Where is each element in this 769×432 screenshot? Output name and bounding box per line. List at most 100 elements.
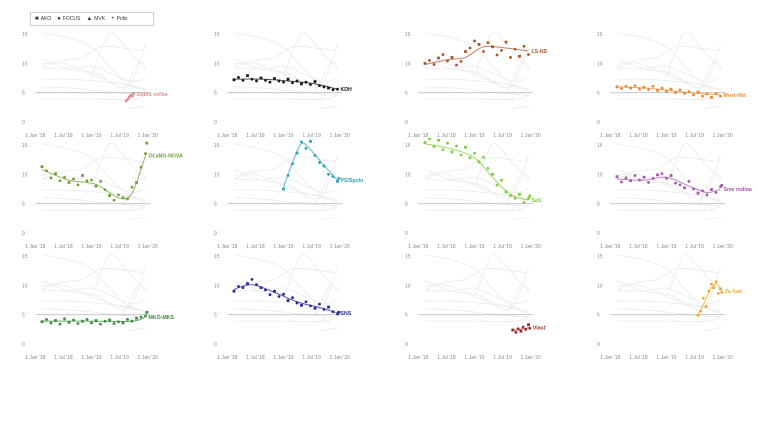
y-tick-label: 10	[22, 283, 28, 289]
background-trend-line	[317, 204, 327, 213]
y-tick-label: 5	[22, 91, 25, 97]
data-point	[309, 83, 312, 86]
x-tick-label: 1 Jan '19	[81, 244, 101, 250]
data-point	[696, 191, 700, 195]
data-point	[528, 326, 532, 330]
background-trend-line	[424, 65, 529, 82]
data-point	[295, 301, 299, 305]
x-tick-label: 1 Jul '18	[54, 133, 73, 139]
x-tick-label: 1 Jul '19	[493, 355, 512, 361]
x-tick-label: 1 Jan '18	[217, 133, 237, 139]
background-trend-line	[233, 300, 338, 312]
background-trend-line	[505, 61, 531, 93]
background-trend-line	[700, 204, 710, 213]
background-trend-line	[617, 316, 721, 322]
data-point	[85, 179, 89, 183]
background-trend-line	[616, 254, 721, 312]
y-tick-label: 0	[597, 120, 600, 126]
data-point	[468, 46, 472, 50]
y-tick-label: 5	[22, 313, 25, 319]
data-point	[527, 197, 530, 200]
series-label: PS/Spolu	[341, 178, 364, 184]
data-point	[712, 286, 716, 290]
series-label: SaS	[532, 198, 542, 204]
data-point	[521, 325, 525, 329]
background-trend-line	[233, 254, 338, 312]
x-tick-label: 1 Jul '18	[437, 244, 456, 250]
background-trend-line	[41, 143, 146, 201]
data-point	[58, 179, 62, 183]
data-point	[522, 201, 526, 204]
y-tick-label: 5	[597, 313, 600, 319]
legend-item: ● FOCUS	[57, 16, 80, 22]
data-point	[250, 278, 254, 281]
y-tick-label: 0	[22, 342, 25, 348]
data-point	[277, 79, 281, 83]
x-tick-label: 1 Jan '18	[600, 133, 620, 139]
data-point	[482, 155, 485, 159]
y-tick-label: 0	[597, 342, 600, 348]
data-point	[99, 179, 102, 183]
background-trend-line	[234, 316, 338, 322]
y-tick-label: 5	[405, 313, 408, 319]
data-point	[232, 289, 236, 293]
y-tick-label: 0	[405, 342, 408, 348]
data-point	[85, 318, 89, 321]
data-point	[331, 175, 335, 179]
data-point	[304, 300, 308, 304]
data-point	[719, 94, 722, 98]
background-trend-line	[129, 327, 147, 332]
data-point	[286, 77, 290, 81]
data-point	[255, 283, 258, 287]
legend-symbol: ▲	[86, 16, 93, 22]
y-tick-label: 10	[405, 283, 411, 289]
data-point	[327, 305, 330, 309]
data-point	[112, 198, 116, 202]
x-tick-label: 1 Jan '19	[656, 355, 676, 361]
data-point	[144, 152, 147, 156]
x-tick-label: 1 Jul '19	[110, 355, 129, 361]
background-trend-line	[321, 216, 339, 221]
background-trend-line	[424, 308, 529, 318]
panel-6: 0 5 10 15 1 Jan '18 1 Jul '18 1 Jan '19 1 Jul '…	[214, 139, 364, 250]
data-point	[683, 91, 686, 95]
y-tick-label: 0	[22, 231, 25, 237]
panel-2: 0 5 10 15 1 Jan '18 1 Jul '18 1 Jan '19 1 Jul '…	[214, 31, 352, 139]
x-tick-label: 1 Jul '19	[685, 355, 704, 361]
data-point	[660, 172, 664, 176]
x-tick-label: 1 Jan '20	[330, 133, 350, 139]
data-point	[277, 295, 281, 298]
panel-8: 0 5 10 15 1 Jan '18 1 Jul '18 1 Jan '19 1 Jul '…	[597, 142, 752, 250]
data-point	[237, 76, 240, 79]
legend-item: ▲ MVK	[86, 16, 105, 22]
x-tick-label: 1 Jan '20	[521, 355, 541, 361]
data-point	[491, 172, 494, 176]
data-point	[437, 138, 440, 142]
background-trend-line	[424, 176, 529, 193]
background-trend-line	[512, 216, 530, 221]
data-point	[112, 322, 116, 325]
data-point	[437, 56, 440, 60]
data-point	[642, 86, 646, 89]
x-tick-label: 1 Jul '19	[302, 244, 321, 250]
data-point	[519, 329, 523, 333]
data-point	[259, 286, 263, 290]
x-tick-label: 1 Jan '18	[408, 355, 428, 361]
data-point	[629, 179, 632, 183]
background-trend-line	[41, 176, 146, 193]
data-point	[705, 193, 709, 197]
data-point	[282, 80, 285, 84]
y-tick-label: 10	[214, 283, 220, 289]
data-point	[337, 310, 341, 314]
data-point	[513, 197, 517, 200]
x-tick-label: 1 Jul '19	[110, 244, 129, 250]
data-point	[49, 176, 53, 180]
background-trend-line	[233, 65, 338, 82]
data-point	[94, 184, 98, 188]
data-point	[633, 174, 637, 177]
y-tick-label: 0	[214, 231, 217, 237]
panel-7: 0 5 10 15 1 Jan '18 1 Jul '18 1 Jan '19 1 Jul '…	[405, 137, 542, 250]
y-tick-label: 5	[405, 202, 408, 208]
y-tick-label: 15	[22, 143, 28, 149]
data-point	[638, 87, 641, 91]
